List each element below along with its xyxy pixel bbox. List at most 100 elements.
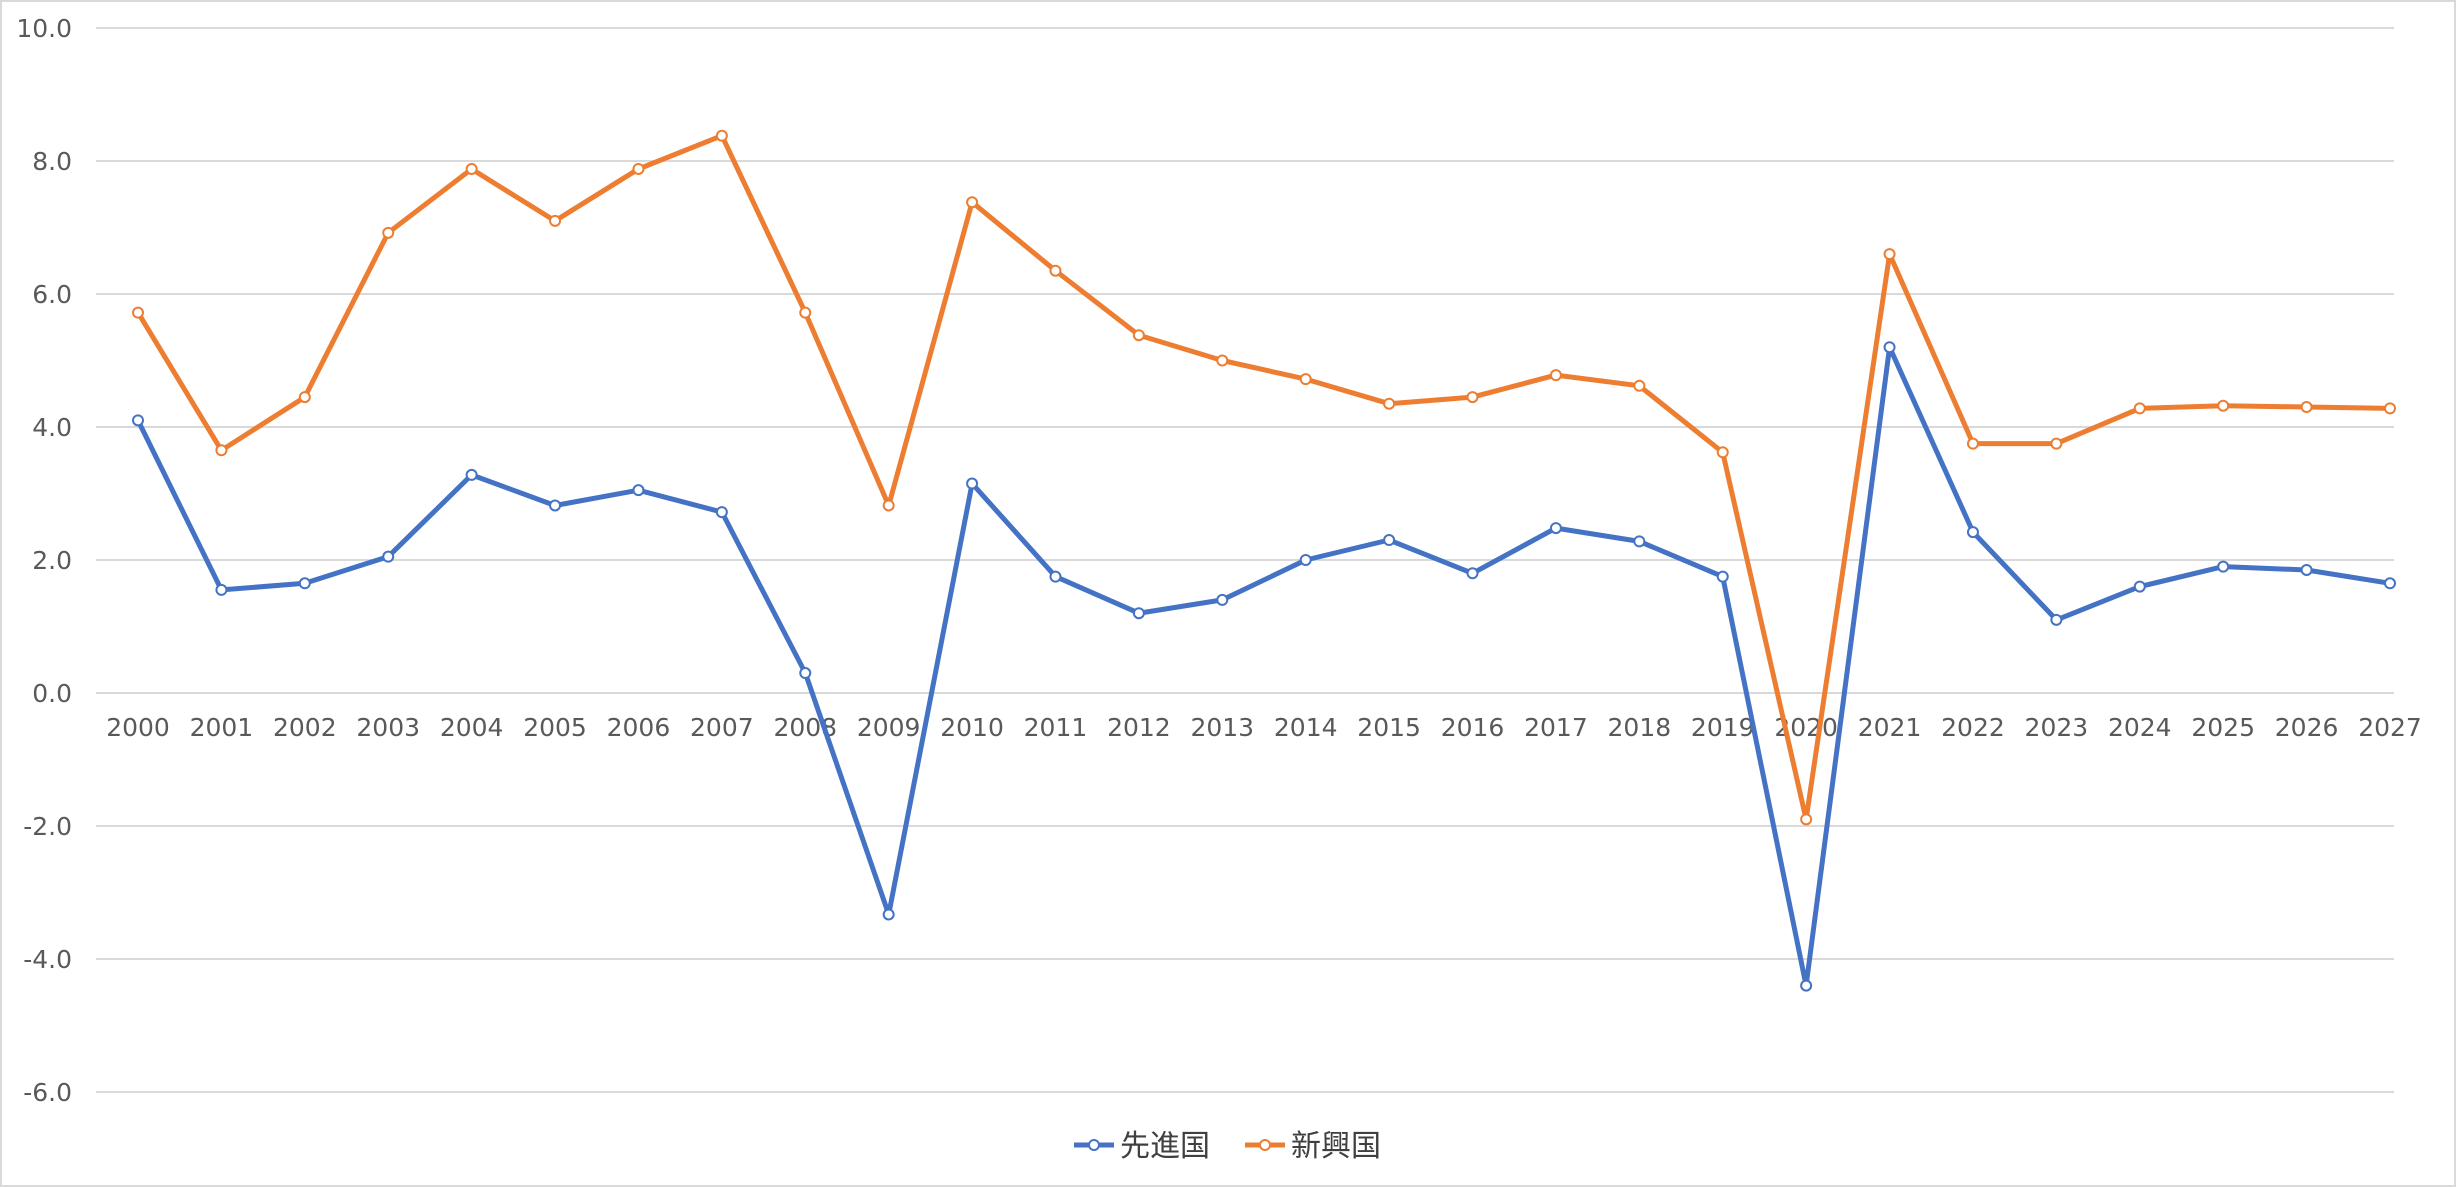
data-point	[1049, 264, 1062, 277]
x-tick-label: 2011	[1024, 713, 1088, 742]
x-tick-label: 2002	[273, 713, 337, 742]
y-tick-label: 10.0	[16, 14, 72, 43]
data-point	[2300, 401, 2313, 414]
legend-swatch-marker	[1259, 1139, 1271, 1151]
data-point	[1633, 535, 1646, 548]
x-tick-label: 2025	[2191, 713, 2255, 742]
data-point	[465, 162, 478, 175]
y-tick-label: -2.0	[23, 812, 72, 841]
data-point	[1966, 437, 1979, 450]
data-point	[2133, 580, 2146, 593]
data-point	[1383, 534, 1396, 547]
x-tick-label: 2027	[2358, 713, 2422, 742]
legend-label: 新興国	[1291, 1129, 1381, 1164]
x-tick-label: 2007	[690, 713, 754, 742]
x-tick-label: 2009	[857, 713, 921, 742]
data-point	[1716, 446, 1729, 459]
x-tick-label: 2016	[1441, 713, 1505, 742]
data-point	[2217, 560, 2230, 573]
x-tick-label: 2024	[2108, 713, 2172, 742]
data-point	[1299, 554, 1312, 566]
data-point	[1216, 354, 1229, 367]
x-tick-label: 2003	[356, 713, 420, 742]
data-point	[2050, 613, 2063, 626]
data-point	[132, 414, 144, 427]
data-point	[1549, 522, 1562, 535]
y-tick-label: 4.0	[32, 413, 72, 442]
series-advanced	[132, 341, 2396, 992]
data-point	[132, 306, 144, 319]
data-point	[2217, 399, 2230, 412]
data-point	[1966, 526, 1979, 539]
data-point	[549, 214, 562, 227]
data-point	[382, 550, 395, 563]
data-point	[882, 908, 895, 921]
data-point	[715, 129, 728, 142]
data-point	[215, 583, 228, 596]
data-point	[1800, 979, 1813, 992]
y-tick-label: 2.0	[32, 546, 72, 575]
y-tick-label: 0.0	[32, 679, 72, 708]
data-point	[1132, 329, 1145, 342]
data-point	[382, 226, 395, 239]
x-tick-label: 2019	[1691, 713, 1755, 742]
data-point	[632, 484, 645, 497]
data-point	[1549, 369, 1562, 382]
x-tick-label: 2022	[1941, 713, 2005, 742]
data-point	[298, 391, 311, 404]
y-tick-label: 8.0	[32, 147, 72, 176]
legend-swatch-marker	[1088, 1139, 1100, 1151]
x-tick-label: 2004	[440, 713, 504, 742]
x-tick-label: 2006	[607, 713, 671, 742]
data-point	[2384, 402, 2396, 415]
data-point	[966, 196, 979, 209]
x-tick-label: 2021	[1858, 713, 1922, 742]
data-point	[2300, 563, 2313, 576]
legend-item-advanced: 先進国	[1074, 1129, 1210, 1164]
data-point	[1466, 391, 1479, 404]
data-point	[215, 444, 228, 457]
data-point	[1883, 341, 1896, 354]
x-axis-ticks: 2000 2001 2002 2003 2004 2005 2006 2007 2008 2009…	[106, 713, 2422, 742]
series-line	[135, 344, 2393, 989]
data-point	[966, 477, 979, 490]
grid-lines	[96, 27, 2394, 1093]
x-tick-label: 2001	[190, 713, 254, 742]
x-tick-label: 2005	[523, 713, 587, 742]
x-tick-label: 2010	[940, 713, 1004, 742]
data-point	[1800, 813, 1813, 826]
data-point	[1216, 593, 1229, 606]
data-point	[1466, 567, 1479, 580]
x-tick-label: 2012	[1107, 713, 1171, 742]
x-tick-label: 2023	[2025, 713, 2089, 742]
data-point	[799, 306, 812, 319]
series-line	[135, 133, 2393, 822]
data-point	[1633, 379, 1646, 392]
data-point	[1132, 607, 1145, 620]
data-point	[465, 468, 478, 481]
data-point	[632, 162, 645, 175]
x-tick-label: 2014	[1274, 713, 1338, 742]
x-tick-label: 2013	[1190, 713, 1254, 742]
x-tick-label: 2015	[1357, 713, 1421, 742]
data-point	[298, 577, 311, 590]
y-tick-label: 6.0	[32, 280, 72, 309]
series	[132, 129, 2396, 992]
y-tick-label: -6.0	[23, 1078, 72, 1107]
data-point	[1716, 570, 1729, 583]
data-point	[799, 667, 812, 680]
data-point	[1299, 373, 1312, 386]
legend-item-emerging: 新興国	[1245, 1129, 1381, 1164]
x-tick-label: 2026	[2275, 713, 2339, 742]
x-tick-label: 2017	[1524, 713, 1588, 742]
data-point	[1883, 248, 1896, 261]
data-point	[549, 499, 562, 512]
y-tick-label: -4.0	[23, 945, 72, 974]
series-emerging	[132, 129, 2396, 826]
x-tick-label: 2018	[1608, 713, 1672, 742]
legend-label: 先進国	[1120, 1129, 1210, 1164]
data-point	[1049, 570, 1062, 583]
data-point	[715, 506, 728, 519]
